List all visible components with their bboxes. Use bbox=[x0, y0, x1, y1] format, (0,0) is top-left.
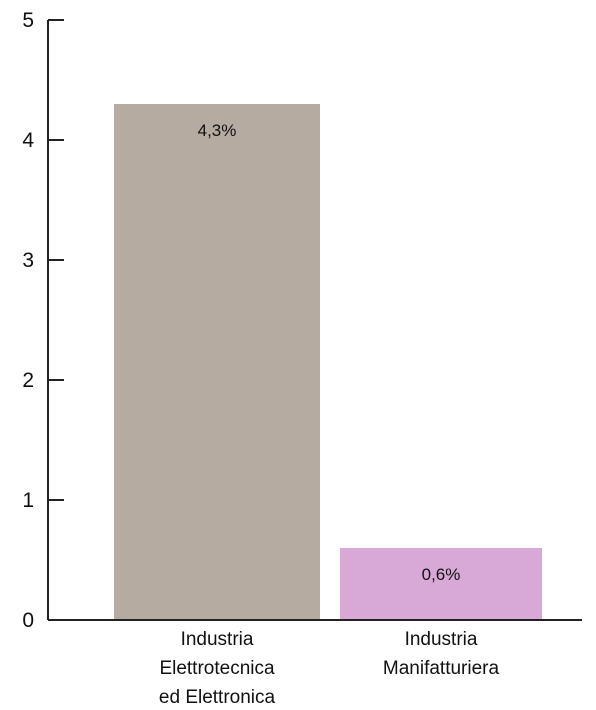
bars: 4,3% 0,6% bbox=[114, 104, 542, 620]
y-axis: 0 1 2 3 4 5 bbox=[22, 9, 64, 632]
y-tick-label: 3 bbox=[22, 249, 34, 272]
category-label: Industria bbox=[405, 629, 478, 650]
bar bbox=[340, 548, 542, 620]
data-label: 4,3% bbox=[198, 121, 237, 140]
category-label: Elettrotecnica bbox=[159, 658, 275, 679]
category-label: Manifatturiera bbox=[383, 658, 500, 679]
y-tick-label: 5 bbox=[22, 9, 34, 32]
y-tick-label: 1 bbox=[22, 489, 34, 512]
bar bbox=[114, 104, 320, 620]
y-tick-label: 0 bbox=[22, 609, 34, 632]
y-tick-label: 2 bbox=[22, 369, 34, 392]
x-axis: Industria Elettrotecnica ed Elettronica Ind… bbox=[48, 619, 582, 708]
category-label: ed Elettronica bbox=[159, 687, 276, 708]
category-label: Industria bbox=[181, 629, 254, 650]
y-tick-label: 4 bbox=[22, 129, 34, 152]
data-label: 0,6% bbox=[422, 565, 461, 584]
